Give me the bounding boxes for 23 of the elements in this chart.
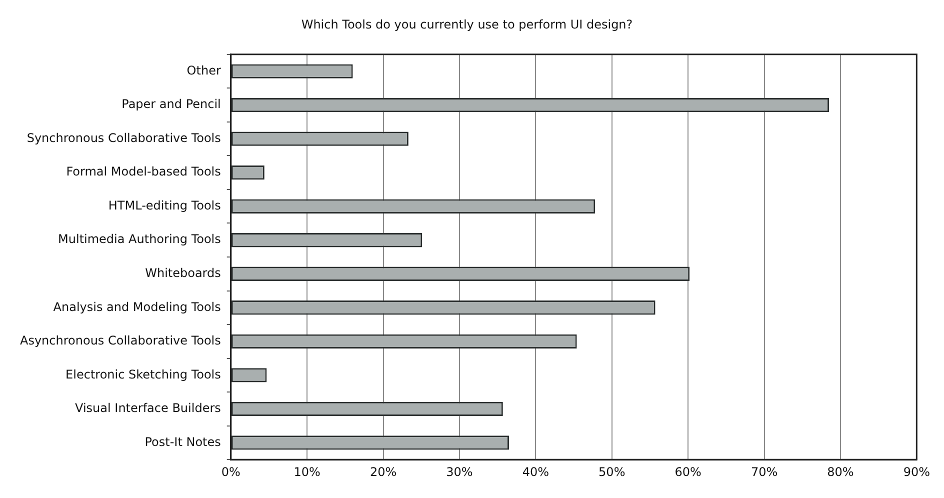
x-tick-label: 0% — [221, 464, 240, 479]
y-tick-label: Asynchronous Collaborative Tools — [20, 334, 221, 348]
y-tick-label: Whiteboards — [145, 266, 221, 280]
y-tick-label: Paper and Pencil — [122, 97, 221, 112]
x-tick-label: 10% — [294, 464, 320, 479]
x-tick-label: 50% — [598, 464, 626, 479]
y-tick-label: HTML-editing Tools — [108, 198, 221, 212]
x-tick-label: 30% — [446, 464, 473, 479]
y-tick-label: Other — [186, 63, 221, 78]
y-tick-label: Formal Model-based Tools — [66, 164, 221, 179]
x-tick-label: 90% — [903, 464, 930, 479]
x-tick-label: 40% — [522, 464, 550, 479]
chart-title: Which Tools do you currently use to perform UI design? — [301, 17, 633, 32]
y-tick-label: Post-It Notes — [144, 434, 221, 449]
y-tick-label: Analysis and Modeling Tools — [53, 300, 221, 314]
x-tick-label: 70% — [750, 464, 778, 479]
y-tick-label: Electronic Sketching Tools — [66, 367, 221, 382]
x-tick-label: 60% — [674, 464, 702, 479]
y-tick-label: Visual Interface Builders — [75, 401, 221, 416]
x-tick-label: 80% — [827, 464, 854, 479]
x-tick-label: 20% — [370, 464, 397, 479]
y-tick-label: Synchronous Collaborative Tools — [26, 130, 221, 145]
y-tick-label: Multimedia Authoring Tools — [58, 232, 221, 246]
